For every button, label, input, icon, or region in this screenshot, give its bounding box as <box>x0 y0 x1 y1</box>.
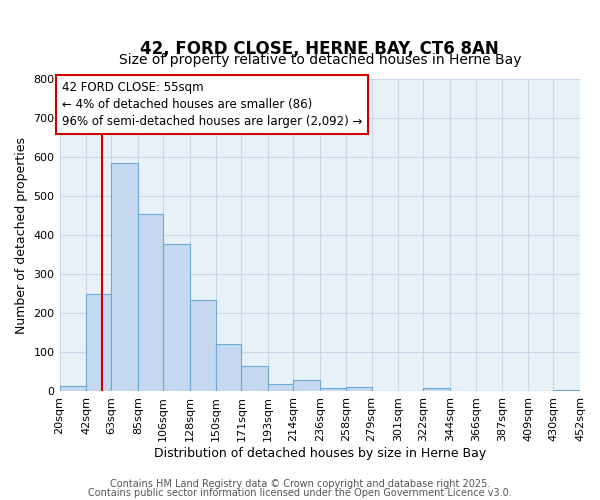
Bar <box>59 386 86 392</box>
Bar <box>138 214 163 392</box>
Bar <box>86 294 112 392</box>
Bar <box>293 380 320 392</box>
Text: Contains public sector information licensed under the Open Government Licence v3: Contains public sector information licen… <box>88 488 512 498</box>
Text: Size of property relative to detached houses in Herne Bay: Size of property relative to detached ho… <box>119 52 521 66</box>
Bar <box>241 366 268 392</box>
Bar <box>112 163 138 392</box>
Title: 42, FORD CLOSE, HERNE BAY, CT6 8AN: 42, FORD CLOSE, HERNE BAY, CT6 8AN <box>140 40 499 58</box>
X-axis label: Distribution of detached houses by size in Herne Bay: Distribution of detached houses by size … <box>154 447 486 460</box>
Bar <box>346 387 371 392</box>
Bar <box>320 388 346 392</box>
Bar <box>163 244 190 392</box>
Text: 42 FORD CLOSE: 55sqm
← 4% of detached houses are smaller (86)
96% of semi-detach: 42 FORD CLOSE: 55sqm ← 4% of detached ho… <box>62 81 362 128</box>
Bar <box>216 344 241 392</box>
Bar <box>553 390 580 392</box>
Bar <box>424 388 450 392</box>
Bar <box>268 384 293 392</box>
Bar <box>190 300 216 392</box>
Y-axis label: Number of detached properties: Number of detached properties <box>15 136 28 334</box>
Text: Contains HM Land Registry data © Crown copyright and database right 2025.: Contains HM Land Registry data © Crown c… <box>110 479 490 489</box>
